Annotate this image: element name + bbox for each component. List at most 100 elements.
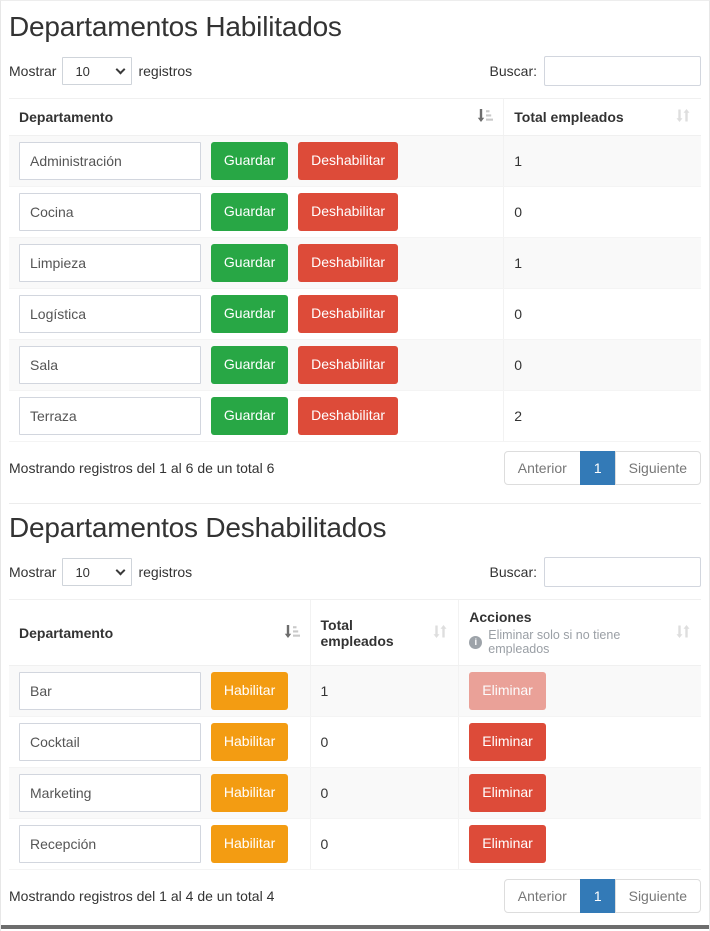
sort-ascending-icon — [477, 108, 494, 126]
length-select-wrap: 10 — [62, 558, 133, 586]
department-name-input[interactable] — [19, 193, 201, 231]
pagination-next-button[interactable]: Siguiente — [614, 879, 701, 913]
search-label: Buscar: — [489, 564, 537, 580]
delete-button[interactable]: Eliminar — [469, 825, 546, 863]
sort-both-icon — [675, 108, 691, 126]
department-name-input[interactable] — [19, 397, 201, 435]
department-cell: Habilitar — [9, 767, 311, 819]
total-employees-cell: 0 — [503, 288, 701, 340]
table-row: Guardar Deshabilitar 2 — [9, 390, 701, 442]
column-header-departamento[interactable]: Departamento — [9, 599, 311, 666]
pagination-prev-button[interactable]: Anterior — [503, 451, 581, 485]
department-name-input[interactable] — [19, 295, 201, 333]
department-cell: Guardar Deshabilitar — [9, 288, 504, 340]
save-button[interactable]: Guardar — [210, 244, 289, 282]
pagination-prev-button[interactable]: Anterior — [503, 879, 581, 913]
actions-cell: Eliminar — [458, 767, 701, 819]
table-row: Guardar Deshabilitar 1 — [9, 135, 701, 187]
length-suffix-label: registros — [138, 564, 193, 580]
total-employees-cell: 1 — [503, 237, 701, 289]
department-cell: Habilitar — [9, 665, 311, 717]
section-disabled-departments: Departamentos Deshabilitados Mostrar 10 … — [9, 503, 701, 913]
column-header-total-empleados[interactable]: Total empleados — [309, 599, 459, 666]
length-select[interactable]: 10 — [62, 558, 133, 586]
length-select-wrap: 10 — [62, 57, 133, 85]
search-label: Buscar: — [489, 63, 537, 79]
save-button[interactable]: Guardar — [210, 142, 289, 180]
total-employees-cell: 2 — [503, 390, 701, 442]
disable-button[interactable]: Deshabilitar — [298, 397, 399, 435]
department-cell: Guardar Deshabilitar — [9, 390, 504, 442]
total-employees-cell: 0 — [309, 818, 459, 870]
search-input[interactable] — [544, 557, 701, 587]
department-name-input[interactable] — [19, 774, 201, 812]
disable-button[interactable]: Deshabilitar — [298, 142, 399, 180]
pagination: Anterior 1 Siguiente — [503, 879, 701, 913]
sort-both-icon — [432, 624, 448, 642]
info-icon: i — [469, 635, 483, 649]
table-footer-disabled: Mostrando registros del 1 al 4 de un tot… — [9, 879, 701, 913]
department-name-input[interactable] — [19, 825, 201, 863]
page-title-disabled: Departamentos Deshabilitados — [9, 512, 387, 543]
disable-button[interactable]: Deshabilitar — [298, 295, 399, 333]
search-control: Buscar: — [490, 56, 701, 86]
results-info: Mostrando registros del 1 al 4 de un tot… — [9, 888, 275, 904]
enabled-departments-table: Departamento Total empleados — [9, 98, 701, 442]
total-employees-cell: 1 — [503, 135, 701, 187]
table-header-row: Departamento Total empleados — [9, 599, 701, 666]
department-name-input[interactable] — [19, 672, 201, 710]
page-length-control: Mostrar 10 registros — [9, 558, 192, 586]
save-button[interactable]: Guardar — [210, 397, 289, 435]
length-label: Mostrar — [9, 564, 57, 580]
enable-button[interactable]: Habilitar — [210, 825, 289, 863]
save-button[interactable]: Guardar — [210, 193, 289, 231]
pagination-next-button[interactable]: Siguiente — [614, 451, 701, 485]
page-title-enabled: Departamentos Habilitados — [9, 11, 342, 42]
disable-button[interactable]: Deshabilitar — [298, 193, 399, 231]
length-suffix-label: registros — [138, 63, 193, 79]
disable-button[interactable]: Deshabilitar — [298, 346, 399, 384]
enable-button[interactable]: Habilitar — [210, 774, 289, 812]
table-row: Habilitar 0 Eliminar — [9, 767, 701, 819]
department-cell: Habilitar — [9, 818, 311, 870]
footer-divider-bar — [1, 925, 709, 929]
column-header-total-empleados[interactable]: Total empleados — [503, 98, 701, 136]
save-button[interactable]: Guardar — [210, 295, 289, 333]
save-button[interactable]: Guardar — [210, 346, 289, 384]
enable-button[interactable]: Habilitar — [210, 723, 289, 761]
acciones-note: i Eliminar solo si no tiene empleados — [469, 628, 667, 656]
delete-button[interactable]: Eliminar — [469, 723, 546, 761]
department-cell: Guardar Deshabilitar — [9, 339, 504, 391]
table-footer-enabled: Mostrando registros del 1 al 6 de un tot… — [9, 451, 701, 485]
delete-button[interactable]: Eliminar — [469, 774, 546, 812]
department-name-input[interactable] — [19, 723, 201, 761]
total-employees-cell: 0 — [503, 186, 701, 238]
department-cell: Guardar Deshabilitar — [9, 237, 504, 289]
disabled-departments-table: Departamento Total empleados — [9, 599, 701, 870]
column-header-acciones[interactable]: Acciones i Eliminar solo si no tiene emp… — [458, 599, 701, 666]
length-select[interactable]: 10 — [62, 57, 133, 85]
department-name-input[interactable] — [19, 244, 201, 282]
sort-both-icon — [675, 624, 691, 642]
pagination-page-1-button[interactable]: 1 — [579, 879, 616, 913]
department-cell: Guardar Deshabilitar — [9, 186, 504, 238]
pagination: Anterior 1 Siguiente — [503, 451, 701, 485]
section-enabled-departments: Departamentos Habilitados Mostrar 10 reg… — [9, 7, 701, 485]
search-control: Buscar: — [490, 557, 701, 587]
enable-button[interactable]: Habilitar — [210, 672, 289, 710]
column-header-departamento[interactable]: Departamento — [9, 98, 504, 136]
length-label: Mostrar — [9, 63, 57, 79]
disable-button[interactable]: Deshabilitar — [298, 244, 399, 282]
table-header-row: Departamento Total empleados — [9, 98, 701, 136]
table-row: Habilitar 0 Eliminar — [9, 818, 701, 870]
total-employees-cell: 0 — [309, 716, 459, 768]
total-employees-cell: 0 — [309, 767, 459, 819]
actions-cell: Eliminar — [458, 716, 701, 768]
department-cell: Guardar Deshabilitar — [9, 135, 504, 187]
pagination-page-1-button[interactable]: 1 — [579, 451, 616, 485]
search-input[interactable] — [544, 56, 701, 86]
department-name-input[interactable] — [19, 346, 201, 384]
department-name-input[interactable] — [19, 142, 201, 180]
page-length-control: Mostrar 10 registros — [9, 57, 192, 85]
